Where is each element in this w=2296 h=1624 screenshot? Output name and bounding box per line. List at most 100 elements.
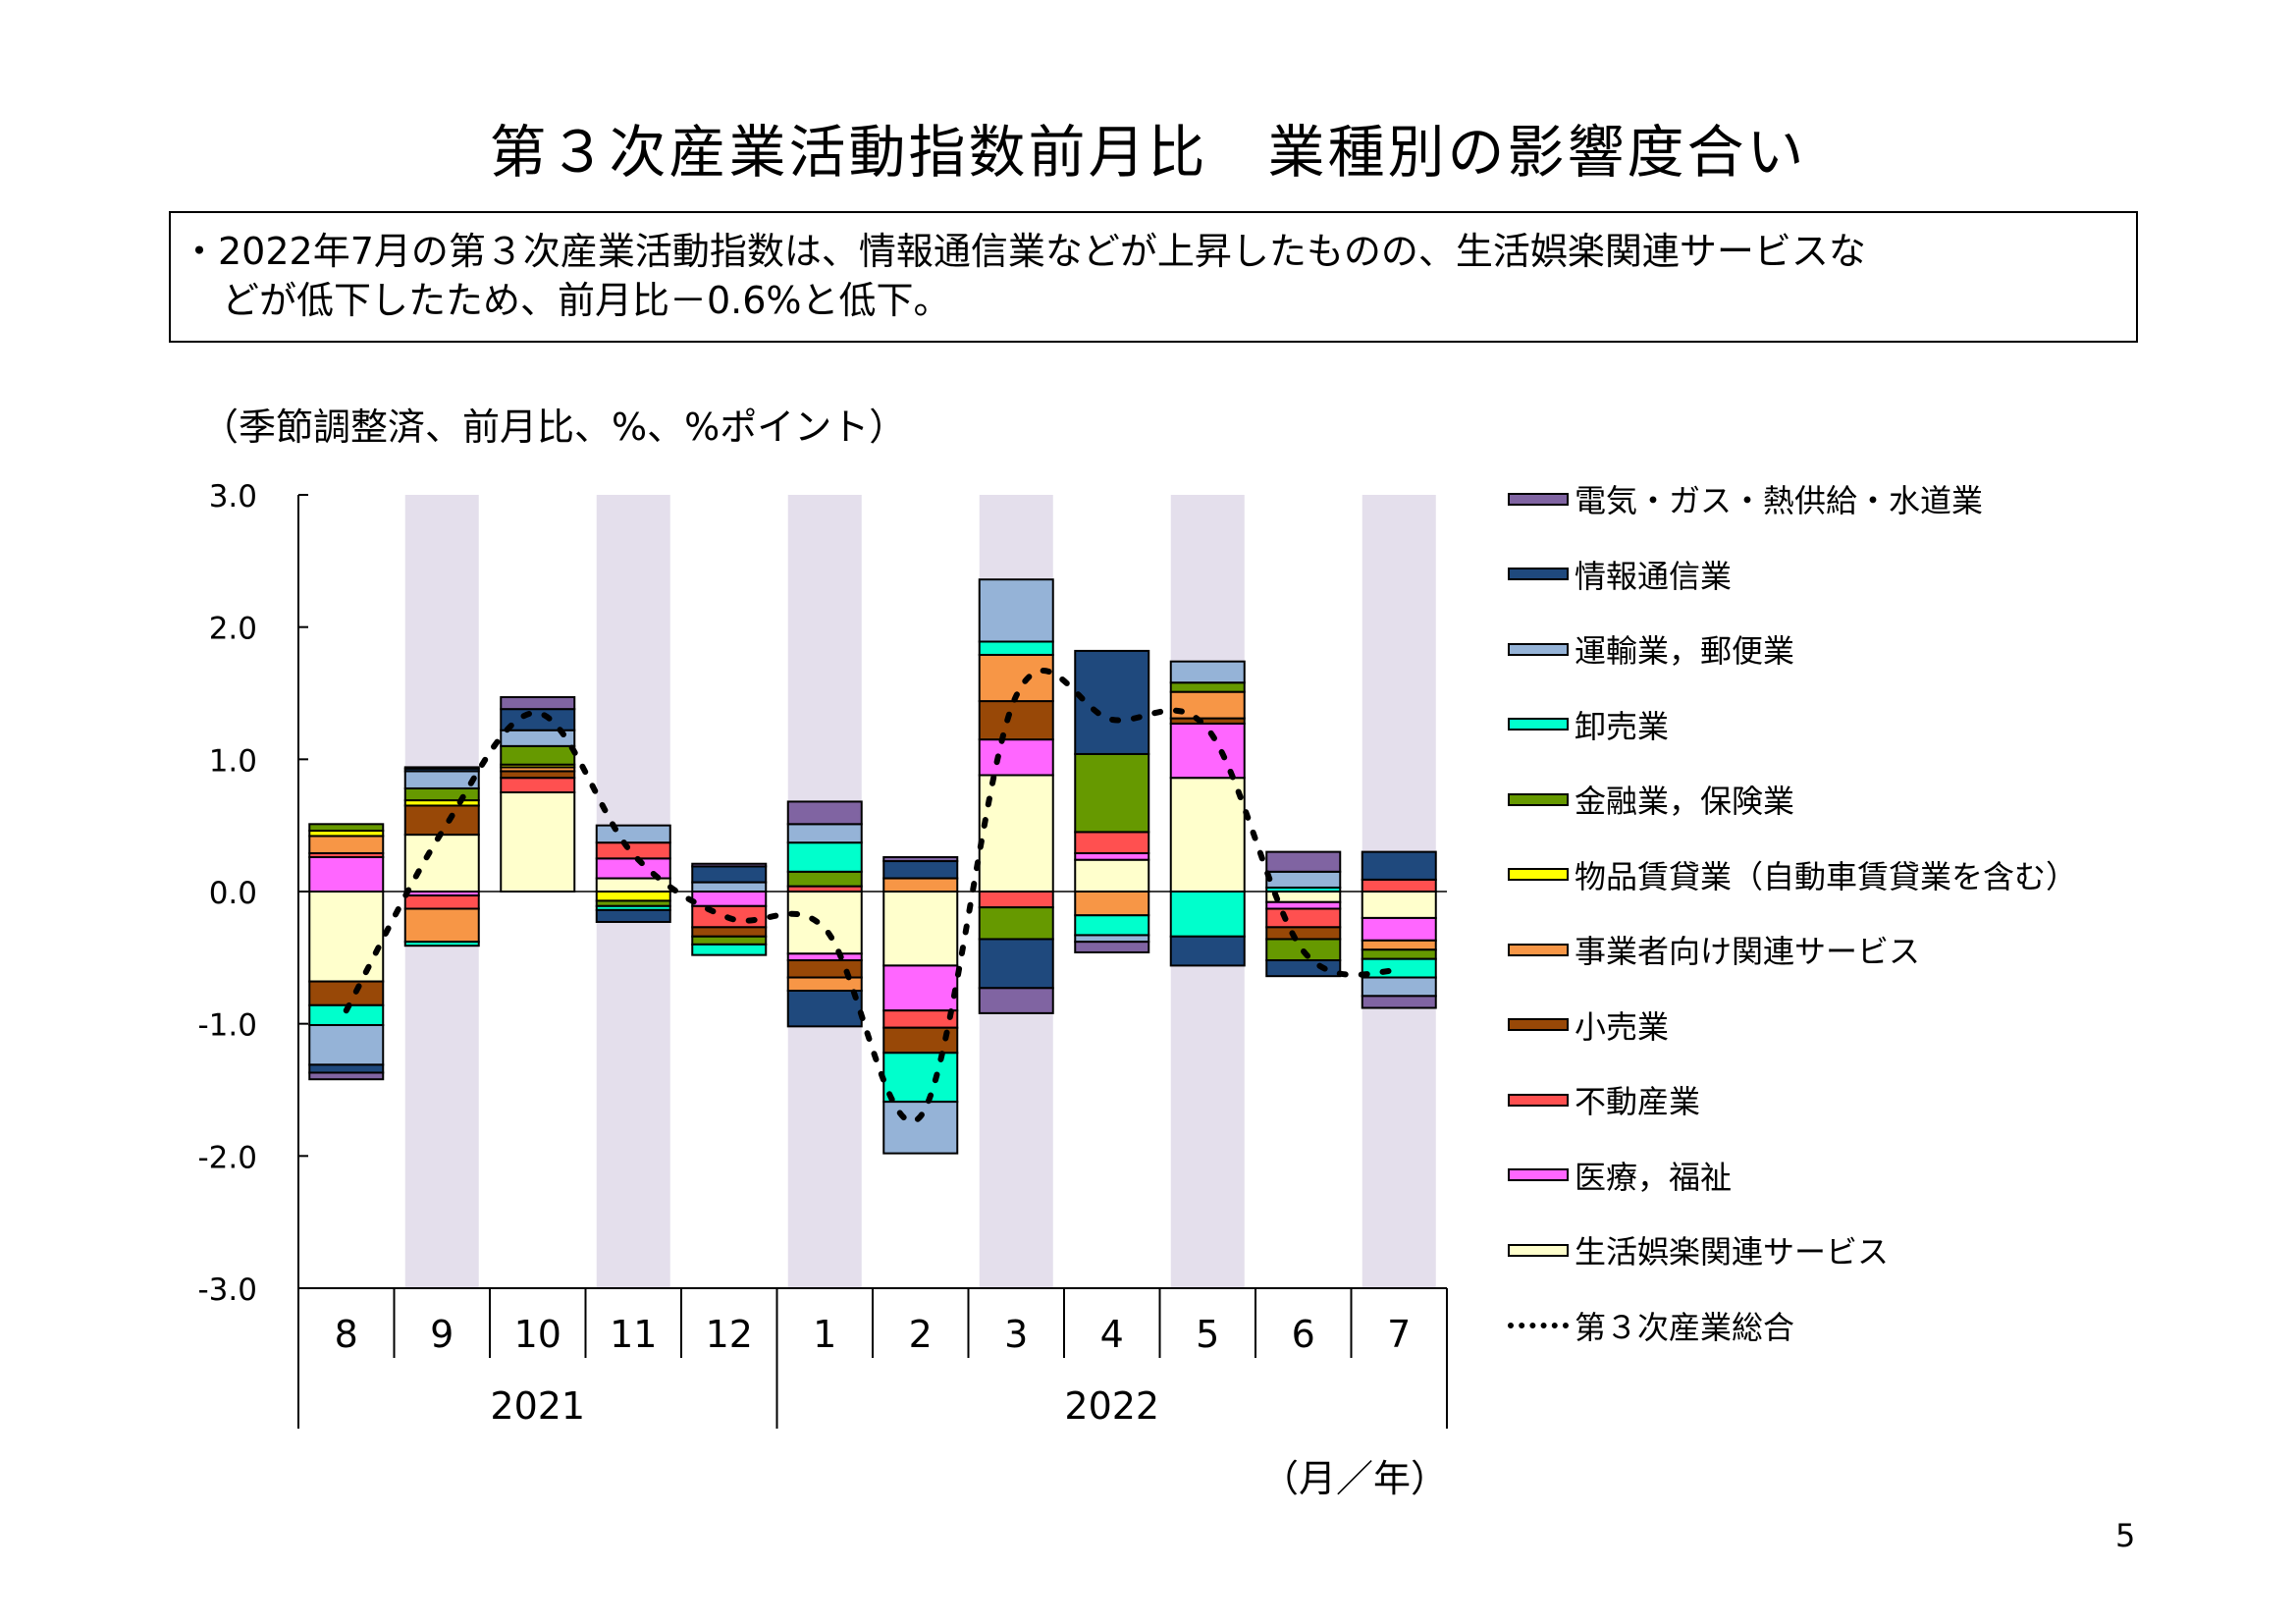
legend-swatch — [1508, 642, 1569, 656]
bar-segment — [1169, 681, 1246, 693]
legend: 電気・ガス・熱供給・水道業 情報通信業 運輸業，郵便業 卸売業 金融業，保険業 物品賃貸業… — [1508, 461, 2077, 1363]
legend-label: 医療，福祉 — [1575, 1158, 1733, 1196]
bar-segment — [1169, 777, 1246, 893]
legend-item: 電気・ガス・熱供給・水道業 — [1508, 461, 2077, 537]
summary-line-2: どが低下したため、前月比－0.6%と低下。 — [222, 279, 951, 322]
y-tick-label: -2.0 — [198, 1140, 258, 1175]
month-label: 1 — [813, 1313, 836, 1356]
total-line — [343, 668, 1403, 1124]
bar-segment — [500, 791, 576, 893]
legend-swatch — [1508, 1018, 1569, 1032]
bar-segment — [1265, 870, 1342, 889]
bar-segment — [403, 907, 480, 944]
bar-segment — [882, 1101, 959, 1155]
month-label: 5 — [1196, 1313, 1219, 1356]
month-label: 2 — [909, 1313, 933, 1356]
bar-segment — [1361, 878, 1437, 893]
legend-label: 小売業 — [1575, 1007, 1670, 1046]
bar-segment — [1361, 891, 1437, 919]
legend-item: 生活娯楽関連サービス — [1508, 1213, 2077, 1288]
bar-segment — [308, 1063, 385, 1074]
bar-segment — [978, 578, 1054, 643]
legend-item: 医療，福祉 — [1508, 1138, 2077, 1214]
bar-segment — [308, 980, 385, 1006]
legend-label: 情報通信業 — [1575, 557, 1733, 595]
bar-segment — [308, 891, 385, 983]
bar-segment — [1361, 957, 1437, 979]
bar-segment — [882, 1052, 959, 1104]
bar-segment — [1265, 959, 1342, 978]
bar-segment — [786, 841, 863, 873]
bar-segment — [691, 926, 768, 938]
bar-segment — [1169, 935, 1246, 967]
legend-label: 卸売業 — [1575, 707, 1670, 745]
bar-segment — [1074, 752, 1150, 834]
bar-segment — [1074, 934, 1150, 944]
legend-swatch — [1508, 1168, 1569, 1182]
month-label: 12 — [706, 1313, 753, 1356]
bar-segment — [1074, 858, 1150, 893]
legend-swatch — [1508, 1093, 1569, 1107]
legend-label: 第３次産業総合 — [1575, 1308, 1795, 1346]
y-tick-label: 0.0 — [209, 876, 257, 911]
summary-box: ・2022年7月の第３次産業活動指数は、情報通信業などが上昇したものの、生活娯楽… — [169, 211, 2138, 343]
month-label: 8 — [335, 1313, 358, 1356]
bar-segment — [978, 774, 1054, 893]
legend-label: 生活娯楽関連サービス — [1575, 1233, 1890, 1272]
legend-label: 電気・ガス・熱供給・水道業 — [1575, 482, 1984, 520]
month-label: 6 — [1292, 1313, 1315, 1356]
legend-swatch — [1508, 492, 1569, 506]
legend-swatch — [1508, 868, 1569, 882]
bar-segment — [786, 990, 863, 1028]
bar-segment — [691, 881, 768, 893]
legend-item: 情報通信業 — [1508, 537, 2077, 613]
bar-segment — [978, 700, 1054, 741]
legend-swatch — [1508, 943, 1569, 956]
year-label: 2022 — [1064, 1384, 1159, 1428]
bar-segment — [595, 908, 671, 923]
bar-segment — [882, 877, 959, 893]
bar-segment — [691, 862, 768, 868]
month-label: 7 — [1387, 1313, 1411, 1356]
bar-segment — [500, 777, 576, 793]
bar-segment — [786, 952, 863, 962]
legend-label: 運輸業，郵便業 — [1575, 632, 1795, 671]
year-label: 2021 — [490, 1384, 585, 1428]
legend-item: 金融業，保険業 — [1508, 762, 2077, 838]
y-tick-label: 1.0 — [209, 743, 257, 779]
month-label: 10 — [514, 1313, 561, 1356]
bar-segment — [1361, 976, 1437, 998]
x-axis-unit-label: （月／年） — [1261, 1457, 1449, 1500]
legend-label: 金融業，保険業 — [1575, 783, 1795, 821]
bar-segment — [786, 800, 863, 826]
bar-segment — [403, 770, 480, 789]
legend-item: 卸売業 — [1508, 687, 2077, 763]
bar-segment — [595, 841, 671, 860]
legend-dotted-line — [1508, 1322, 1569, 1328]
bar-segment — [691, 865, 768, 884]
bar-segment — [1265, 926, 1342, 941]
bar-segment — [1265, 900, 1342, 910]
bar-segment — [1169, 660, 1246, 684]
month-label: 9 — [430, 1313, 454, 1356]
bar-segment — [1074, 831, 1150, 854]
bar-segment — [978, 640, 1054, 656]
month-label: 4 — [1100, 1313, 1124, 1356]
page-title: 第３次産業活動指数前月比 業種別の影響度合い — [489, 119, 1807, 186]
bar-segment — [1361, 948, 1437, 960]
legend-item: 不動産業 — [1508, 1062, 2077, 1138]
bar-segment — [308, 823, 385, 833]
bar-segment — [1074, 851, 1150, 861]
legend-swatch — [1508, 1243, 1569, 1257]
bar-segment — [786, 870, 863, 888]
bar-segment — [403, 804, 480, 837]
bar-segment — [882, 964, 959, 1012]
legend-swatch — [1508, 568, 1569, 581]
bar-segment — [691, 943, 768, 956]
bar-segment — [882, 1009, 959, 1029]
bar-segment — [978, 891, 1054, 909]
bar-segment — [1074, 941, 1150, 953]
legend-label: 不動産業 — [1575, 1083, 1701, 1121]
page-number: 5 — [2115, 1517, 2136, 1554]
